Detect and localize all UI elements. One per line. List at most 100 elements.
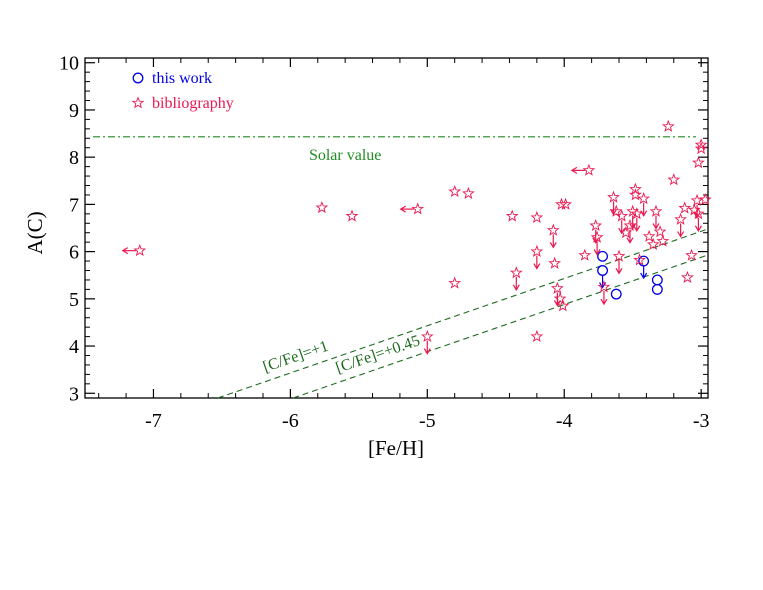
- this-work-point: [651, 274, 663, 286]
- bibliography-point: [530, 210, 544, 224]
- x-tick-label: -3: [693, 410, 710, 432]
- bibliography-point: [667, 173, 681, 186]
- upper-limit-arrowhead: [549, 242, 557, 249]
- x-upper-limit-arrowhead: [570, 166, 578, 174]
- bibliography-point: [612, 249, 626, 262]
- bibliography-point: [649, 204, 663, 217]
- upper-limit-arrowhead: [633, 225, 641, 232]
- upper-limit-arrowhead: [618, 227, 626, 235]
- legend-label: bibliography: [152, 95, 234, 112]
- upper-limit-arrowhead: [640, 210, 648, 217]
- bibliography-point: [556, 299, 570, 312]
- bibliography-point: [629, 188, 642, 201]
- this-work-point: [597, 265, 609, 276]
- upper-limit-arrowhead: [615, 268, 623, 275]
- upper-limit-arrowhead: [629, 223, 637, 230]
- y-tick-label: 7: [69, 194, 79, 216]
- bibliography-point: [462, 186, 475, 199]
- data-points: [121, 119, 712, 355]
- bibliography-point: [698, 192, 712, 206]
- bibliography-point: [646, 237, 660, 250]
- bibliography-point: [690, 193, 704, 207]
- upper-limit-arrowhead: [512, 284, 520, 292]
- bibliography-point: [546, 223, 560, 236]
- upper-limit-arrowhead: [694, 225, 702, 232]
- upper-limit-arrowhead: [693, 212, 701, 219]
- bibliography-point: [578, 248, 592, 261]
- upper-limit-arrowhead: [533, 263, 541, 270]
- y-tick-label: 4: [69, 336, 79, 358]
- y-tick-label: 3: [69, 383, 79, 405]
- bibliography-point: [597, 280, 611, 293]
- upper-limit-arrowhead: [626, 237, 634, 244]
- series-bibliography: [121, 119, 712, 355]
- upper-limit-arrowhead: [652, 223, 660, 230]
- legend-circle-icon: [132, 72, 144, 84]
- y-axis-label: A(C): [23, 211, 47, 254]
- bibliography-point: [530, 244, 544, 258]
- bibliography-point: [555, 197, 568, 210]
- upper-limit-arrowhead: [423, 348, 431, 355]
- upper-limit-arrowhead: [640, 272, 648, 280]
- bibliography-point: [315, 201, 329, 214]
- x-axis-label: [Fe/H]: [368, 436, 424, 460]
- bibliography-point: [530, 329, 544, 343]
- bibliography-point: [448, 276, 462, 289]
- y-tick-label: 9: [69, 100, 79, 122]
- bibliography-point: [637, 192, 651, 205]
- bibliography-point: [694, 141, 708, 155]
- bibliography-point: [609, 204, 623, 217]
- bibliography-point: [694, 138, 708, 151]
- x-tick-label: -6: [282, 410, 299, 432]
- bibliography-point: [615, 209, 629, 222]
- x-upper-limit-arrowhead: [399, 205, 407, 213]
- bibliography-point: [551, 281, 564, 294]
- bibliography-point: [674, 212, 687, 225]
- bibliography-point: [685, 248, 698, 261]
- axes: -7 -6 -5 -4 -3 3 4 5 6 7 8 9 10: [59, 53, 709, 432]
- cfe-plus045-line: [292, 254, 709, 399]
- bibliography-point: [448, 184, 462, 198]
- bibliography-point: [692, 207, 705, 220]
- upper-limit-arrowhead: [592, 237, 600, 244]
- this-work-point: [651, 283, 663, 295]
- bibliography-point: [559, 197, 572, 210]
- bibliography-point: [589, 218, 603, 232]
- legend: this work bibliography: [131, 70, 234, 112]
- y-tick-label: 5: [69, 289, 79, 311]
- bibliography-point: [653, 225, 667, 238]
- bibliography-point: [582, 163, 596, 176]
- x-upper-limit-arrowhead: [121, 247, 129, 255]
- cfe-plus1-line: [217, 228, 709, 399]
- upper-limit-arrowhead: [593, 249, 601, 256]
- upper-limit-arrowhead: [600, 298, 608, 306]
- y-tick-label: 8: [69, 147, 79, 169]
- bibliography-point: [553, 292, 567, 305]
- x-tick-label: -7: [145, 410, 162, 432]
- legend-star-icon: [131, 96, 145, 109]
- plot-frame: [84, 57, 709, 399]
- bibliography-point: [629, 182, 642, 195]
- bibliography-point: [590, 230, 604, 243]
- upper-limit-arrowhead: [677, 231, 685, 238]
- bibliography-point: [661, 119, 675, 132]
- this-work-point: [610, 288, 622, 300]
- cfe-plus1-label: [C/Fe]=+1: [261, 338, 331, 376]
- reference-lines: Solar value [C/Fe]=+1 [C/Fe]=+0.45: [93, 136, 709, 399]
- bibliography-point: [656, 234, 670, 247]
- bibliography-point: [692, 156, 705, 169]
- bibliography-point: [681, 270, 694, 283]
- y-tick-label: 6: [69, 242, 79, 264]
- bibliography-point: [133, 243, 147, 257]
- bibliography-point: [345, 209, 359, 222]
- bibliography-point: [630, 207, 644, 220]
- bibliography-point: [633, 253, 646, 266]
- solar-value-label: Solar value: [309, 147, 381, 164]
- series-this-work: [597, 250, 663, 300]
- bibliography-point: [505, 209, 519, 222]
- bibliography-point: [411, 202, 425, 215]
- x-tick-label: -4: [556, 410, 573, 432]
- bibliography-point: [678, 201, 692, 214]
- cfe-plus045-label: [C/Fe]=+0.45: [334, 332, 423, 377]
- bibliography-point: [548, 256, 562, 269]
